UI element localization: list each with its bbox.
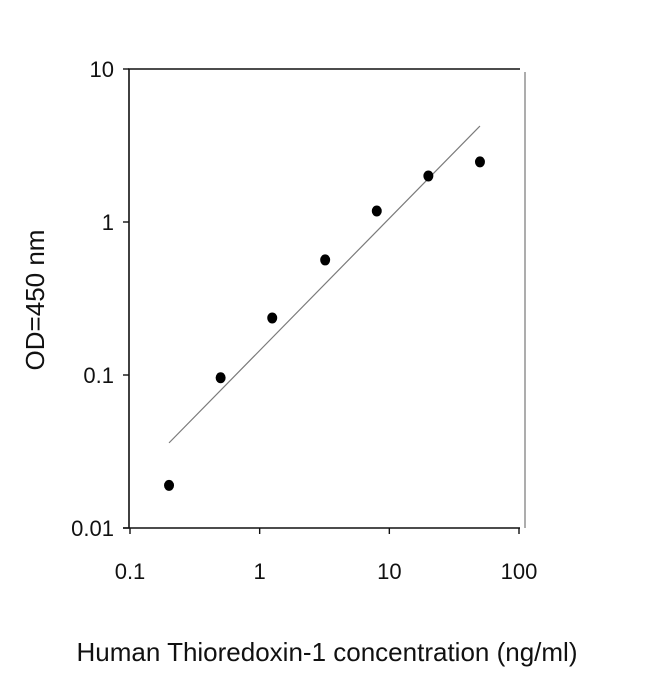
x-tick-label: 100 — [501, 559, 538, 584]
data-point — [164, 479, 175, 491]
data-point — [320, 254, 331, 266]
y-tick-label: 0.01 — [71, 516, 114, 541]
data-point — [423, 170, 434, 182]
x-tick-label: 1 — [254, 559, 266, 584]
y-tick-label: 10 — [90, 57, 114, 82]
x-axis-title: Human Thioredoxin-1 concentration (ng/ml… — [77, 637, 578, 667]
fit-line — [168, 125, 481, 444]
data-point — [474, 156, 485, 168]
x-tick-label: 10 — [377, 559, 401, 584]
data-points — [164, 156, 485, 491]
x-tick-label: 0.1 — [115, 559, 146, 584]
y-tick-label: 0.1 — [83, 363, 114, 388]
data-point — [267, 312, 278, 324]
data-point — [371, 205, 382, 217]
plot-frame — [123, 68, 526, 529]
y-tick-label: 1 — [102, 210, 114, 235]
y-axis-title: OD=450 nm — [20, 230, 50, 371]
data-point — [215, 372, 226, 384]
regression-line — [168, 125, 481, 444]
